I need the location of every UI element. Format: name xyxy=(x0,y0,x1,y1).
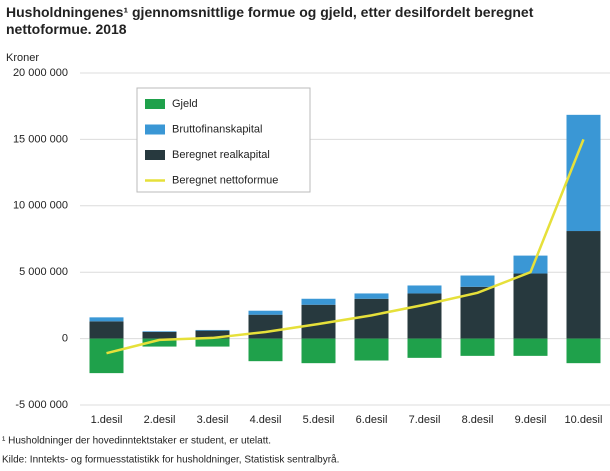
x-tick-label: 8.desil xyxy=(462,414,494,426)
bar xyxy=(195,338,230,347)
chart-title: Husholdningenes¹ gjennomsnittlige formue… xyxy=(6,4,534,37)
x-tick-label: 9.desil xyxy=(515,414,547,426)
bar xyxy=(460,338,495,356)
bar xyxy=(566,114,601,232)
bar xyxy=(566,338,601,364)
bar xyxy=(248,338,283,362)
line xyxy=(106,138,585,355)
bar xyxy=(248,314,283,339)
legend-label: Gjeld xyxy=(172,98,198,110)
bar xyxy=(513,255,548,274)
bar xyxy=(407,338,442,358)
bar xyxy=(407,293,442,339)
x-tick-label: 3.desil xyxy=(197,414,229,426)
legend-swatch xyxy=(145,99,165,109)
y-tick-label: 20 000 000 xyxy=(13,67,68,79)
legend-label: Beregnet realkapital xyxy=(172,149,270,161)
bar xyxy=(248,310,283,315)
bar xyxy=(142,331,177,339)
bar xyxy=(301,298,336,305)
bar xyxy=(142,331,177,332)
bar xyxy=(460,275,495,287)
bar xyxy=(301,338,336,364)
bar xyxy=(195,330,230,339)
x-tick-label: 6.desil xyxy=(356,414,388,426)
legend-swatch xyxy=(145,150,165,160)
y-tick-label: 0 xyxy=(62,333,68,345)
bar xyxy=(354,298,389,339)
y-tick-label: 5 000 000 xyxy=(19,266,68,278)
legend-swatch xyxy=(145,124,165,135)
footnote: Kilde: Inntekts- og formuesstatistikk fo… xyxy=(2,454,339,466)
footnote: ¹ Husholdninger der hovedinntektstaker e… xyxy=(2,436,271,447)
x-tick-label: 5.desil xyxy=(303,414,335,426)
bar xyxy=(566,231,601,339)
bar xyxy=(142,338,177,347)
bar xyxy=(354,338,389,361)
bar xyxy=(89,321,124,339)
x-tick-label: 1.desil xyxy=(91,414,123,426)
bar xyxy=(407,285,442,294)
x-tick-label: 2.desil xyxy=(144,414,176,426)
bar xyxy=(513,273,548,339)
legend-box xyxy=(136,87,311,193)
x-tick-label: 4.desil xyxy=(250,414,282,426)
bar xyxy=(354,293,389,299)
bar xyxy=(513,338,548,356)
y-tick-label: 10 000 000 xyxy=(13,200,68,212)
bar xyxy=(89,317,124,322)
bar xyxy=(195,329,230,331)
x-tick-label: 10.desil xyxy=(565,414,603,426)
legend-label: Bruttofinanskapital xyxy=(172,123,263,135)
y-tick-label: -5 000 000 xyxy=(15,399,68,411)
legend-label: Beregnet nettoformue xyxy=(172,174,278,186)
x-tick-label: 7.desil xyxy=(409,414,441,426)
y-axis-label: Kroner xyxy=(6,52,39,64)
bar xyxy=(89,338,124,374)
y-tick-label: 15 000 000 xyxy=(13,133,68,145)
